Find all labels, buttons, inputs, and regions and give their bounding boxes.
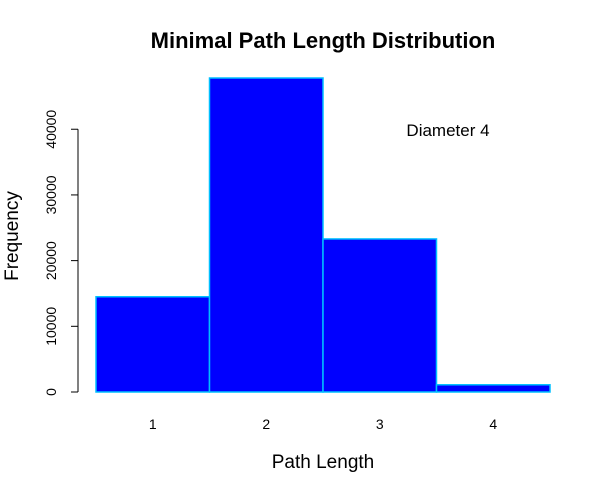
bar-1 [95,295,211,393]
y-axis: 0 10000 20000 30000 40000 [43,110,79,396]
y-tick-label: 30000 [43,175,59,214]
y-tick-label: 20000 [43,241,59,280]
bar-3 [322,238,438,393]
y-axis-label: Frequency [2,191,23,281]
x-tick-label: 4 [489,416,497,432]
bar-2 [208,77,324,393]
y-tick-label: 10000 [43,307,59,346]
x-tick-label: 1 [149,416,157,432]
y-tick-label: 40000 [43,110,59,149]
x-axis-label: Path Length [272,452,374,473]
bar-4 [435,384,551,393]
diameter-annotation: Diameter 4 [406,121,489,140]
y-tick-label: 0 [43,388,59,396]
x-tick-label: 2 [262,416,270,432]
chart-title: Minimal Path Length Distribution [151,28,496,53]
bars-group [95,77,551,393]
x-tick-label: 3 [376,416,384,432]
x-tick-labels: 1 2 3 4 [149,416,498,432]
